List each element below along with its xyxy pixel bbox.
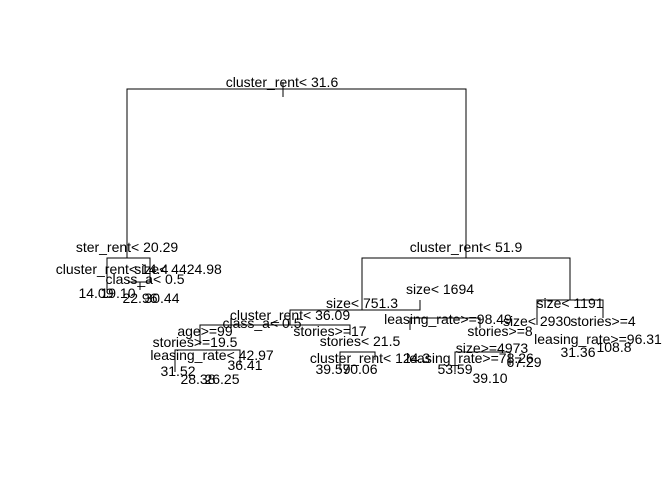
node-label: size< 2930 <box>503 313 571 329</box>
leaf-label: 39.10 <box>472 370 507 386</box>
node-label: size< 1694 <box>406 281 474 297</box>
edge <box>128 281 152 290</box>
node-label: stories< 21.5 <box>320 333 401 349</box>
node-label: class_a< 0.5 <box>223 315 302 331</box>
edge <box>536 299 604 325</box>
node-label: size< 4424.98 <box>134 261 222 277</box>
leaf-label: 28.38 <box>180 371 215 387</box>
leaf-label: 31.36 <box>560 344 595 360</box>
node-label: cluster_rent< 14.4 <box>56 261 169 277</box>
node-label: cluster_rent< 31.6 <box>226 74 339 90</box>
node-label: size< 751.3 <box>326 295 398 311</box>
leaf-label: 31.52 <box>160 363 195 379</box>
node-label: cluster_rent< 124.3 <box>310 350 430 366</box>
edge <box>174 349 511 372</box>
node-label: size>=4973 <box>456 340 529 356</box>
edge <box>289 300 421 325</box>
node-label: stories>=4 <box>570 313 636 329</box>
leaf-label: 26.25 <box>204 371 239 387</box>
leaf-labels: 14.09 19.10 22.96 30.44 31.52 28.38 26.2… <box>78 285 631 387</box>
node-labels: cluster_rent< 31.6 ster_rent< 20.29 clus… <box>56 74 662 366</box>
leaf-label: 70.06 <box>342 361 377 377</box>
node-label: stories>=8 <box>467 323 533 339</box>
node-label: leasing_rate>=98.49 <box>384 311 512 327</box>
node-label: age>=99 <box>177 323 232 339</box>
leaf-label: 14.09 <box>78 285 113 301</box>
edge <box>361 257 571 310</box>
leaf-label: 36.41 <box>227 357 262 373</box>
edge <box>106 257 151 290</box>
node-label: cluster_rent< 36.09 <box>230 307 350 323</box>
node-label: stories>=17 <box>293 323 366 339</box>
edges <box>106 82 604 372</box>
edge <box>126 88 467 258</box>
node-label: stories>=19.5 <box>153 334 238 350</box>
node-label: leasing_rate>=78.26 <box>406 350 534 366</box>
edge <box>199 317 481 345</box>
leaf-label: 22.96 <box>122 290 157 306</box>
node-label: leasing_rate>=96.31 <box>534 331 662 347</box>
node-label: ster_rent< 20.29 <box>76 239 179 255</box>
node-label: size< 1191 <box>536 295 603 311</box>
leaf-label: 30.44 <box>144 290 179 306</box>
node-label: cluster_rent< 51.9 <box>410 239 523 255</box>
leaf-label: 39.59 <box>315 361 350 377</box>
leaf-label: 53.59 <box>437 361 472 377</box>
leaf-label: 108.8 <box>596 339 631 355</box>
leaf-label: 19.10 <box>100 285 135 301</box>
node-label: leasing_rate< 42.97 <box>150 347 274 363</box>
node-label: class_a< 0.5 <box>106 271 185 287</box>
leaf-label: 67.29 <box>506 354 541 370</box>
